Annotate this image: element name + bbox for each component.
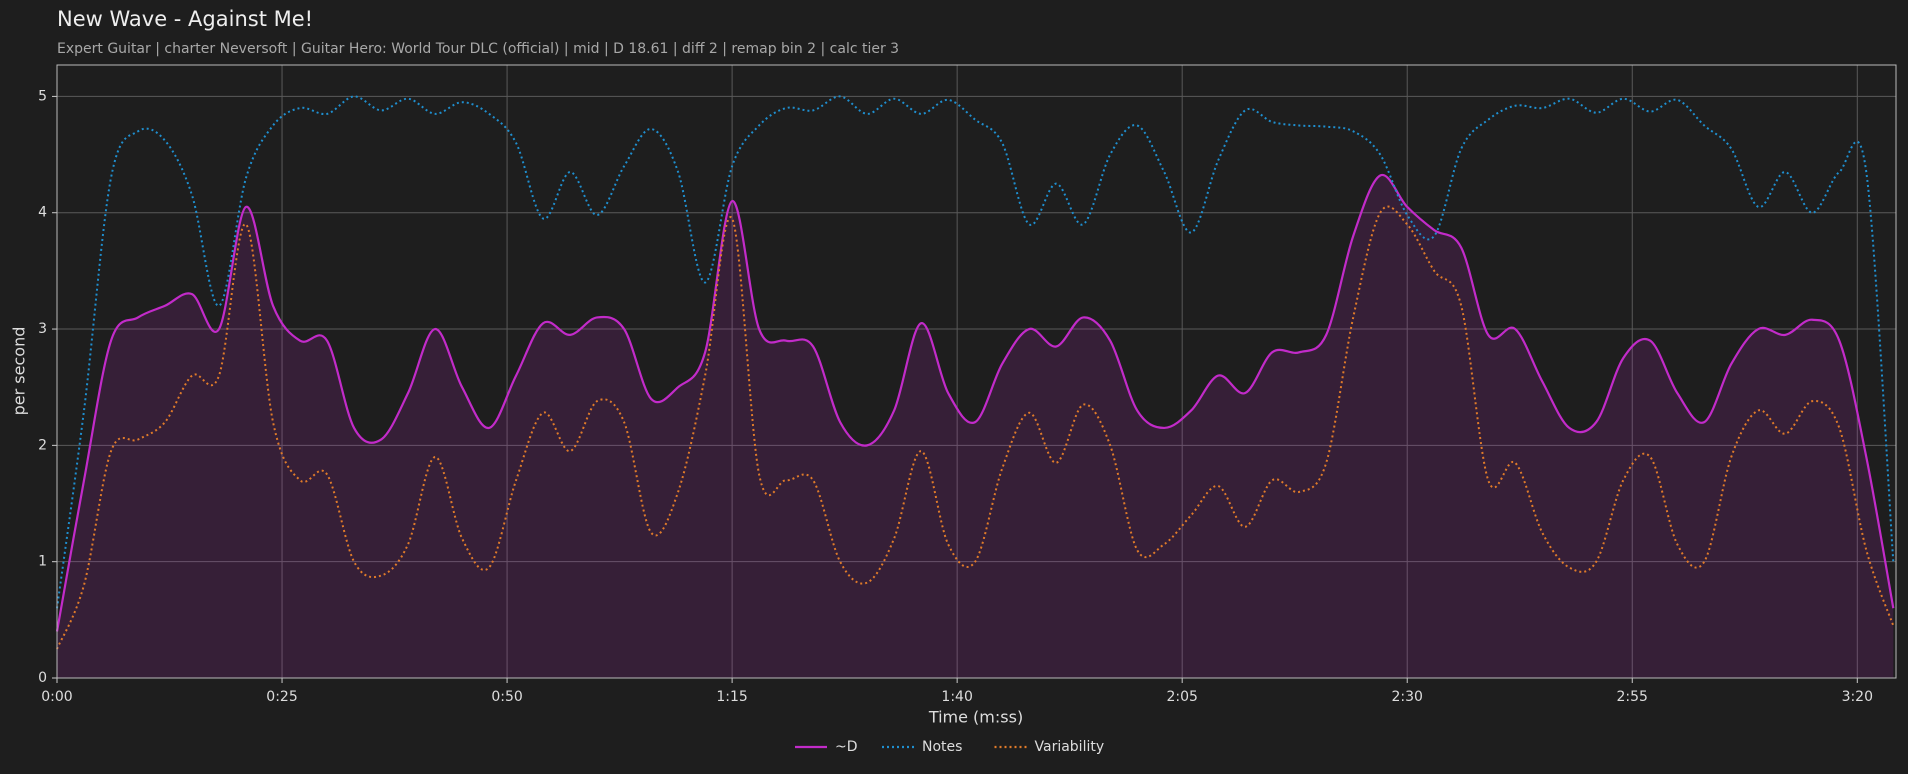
y-axis-label: per second [10,327,29,416]
y-tick-label: 1 [38,554,47,570]
x-tick-label: 1:40 [941,689,972,705]
x-tick-label: 1:15 [716,689,747,705]
x-tick-label: 0:00 [41,689,72,705]
legend-label: Notes [922,739,962,755]
x-tick-label: 2:55 [1617,689,1648,705]
legend-label: ~D [835,739,858,755]
y-tick-label: 4 [38,205,47,221]
x-tick-label: 0:50 [491,689,522,705]
chart-title: New Wave - Against Me! [57,7,313,31]
line [56,95,1895,609]
area [57,174,1894,678]
legend-label: Variability [1035,739,1105,755]
x-tick-label: 2:05 [1166,689,1197,705]
y-tick-label: 2 [38,437,47,453]
y-tick-label: 5 [38,88,47,104]
line [56,205,1895,650]
x-tick-label: 0:25 [266,689,297,705]
y-tick-label: 3 [38,321,47,337]
x-tick-label: 2:30 [1391,689,1422,705]
x-tick-label: 3:20 [1842,689,1873,705]
line [55,173,1895,632]
x-axis-label: Time (m:ss) [928,708,1023,727]
y-tick-label: 0 [38,670,47,686]
chart-subtitle: Expert Guitar | charter Neversoft | Guit… [57,41,899,57]
plot-frame [56,64,1897,679]
